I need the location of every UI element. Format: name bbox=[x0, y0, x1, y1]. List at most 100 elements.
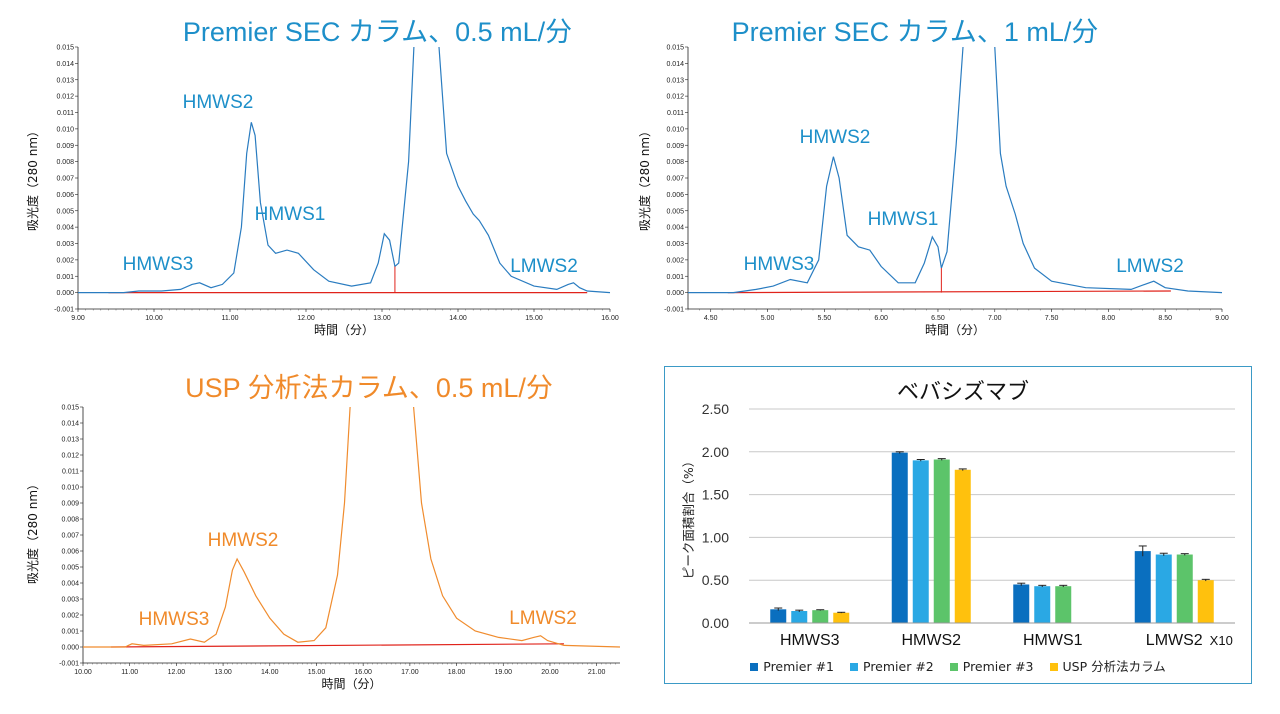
y-tick-label: 0.001 bbox=[666, 274, 684, 281]
chromatogram-premier-0-5: Premier SEC カラム、0.5 mL/分 -0.001 0.000 0.00… bbox=[0, 0, 640, 340]
x-tick-label: 7.00 bbox=[988, 315, 1002, 322]
bar bbox=[791, 611, 808, 623]
y-tick-label: -0.001 bbox=[54, 307, 74, 314]
y-tick-label: 0.007 bbox=[61, 533, 79, 540]
x-tick-label: 7.50 bbox=[1045, 315, 1059, 322]
bar bbox=[1155, 554, 1172, 623]
y-tick-label: 1.00 bbox=[702, 529, 729, 545]
bar bbox=[891, 452, 908, 623]
chromatogram-trace bbox=[78, 46, 415, 294]
x-axis-title: 時間（分） bbox=[314, 323, 374, 337]
legend-label: Premier #1 bbox=[763, 659, 835, 674]
y-tick-label: 0.005 bbox=[61, 565, 79, 572]
chromatogram-trace bbox=[413, 406, 621, 648]
x-tick-label: 12.00 bbox=[168, 669, 186, 676]
y-tick-label: 0.008 bbox=[666, 159, 684, 166]
y-tick-label: 0.009 bbox=[666, 143, 684, 150]
bar-chart-svg: ベバシズマブ 0.00 0.50 1.00 1.50 2.00 2.50 ピーク面積割合（%）… bbox=[681, 380, 1235, 649]
baseline bbox=[111, 643, 564, 648]
y-axis-title: 吸光度（280 nm） bbox=[25, 478, 40, 584]
x-axis-title: 時間（分） bbox=[925, 323, 985, 337]
x-tick-label: 5.00 bbox=[761, 315, 775, 322]
chromatogram-trace bbox=[688, 46, 964, 294]
y-tick-label: 0.009 bbox=[56, 143, 74, 150]
y-tick-label: 2.00 bbox=[702, 444, 729, 460]
y-tick-label: 0.013 bbox=[666, 77, 684, 84]
y-tick-label: 0.004 bbox=[56, 225, 74, 232]
x-tick-label: 13.00 bbox=[214, 669, 232, 676]
y-tick-label: 0.003 bbox=[61, 597, 79, 604]
x-tick-label: 6.50 bbox=[931, 315, 945, 322]
y-tick-label: 0.014 bbox=[56, 61, 74, 68]
x-tick-label: 13.00 bbox=[373, 315, 391, 322]
bar bbox=[770, 609, 787, 623]
x-tick-label: 6.00 bbox=[874, 315, 888, 322]
y-tick-label: 0.000 bbox=[61, 645, 79, 652]
bar-chart-title: ベバシズマブ bbox=[897, 380, 1029, 405]
chart-title: Premier SEC カラム、1 mL/分 bbox=[731, 17, 1099, 47]
y-tick-label: 0.015 bbox=[56, 45, 74, 52]
legend-swatch bbox=[750, 663, 759, 671]
x-tick-label: 21.00 bbox=[588, 669, 606, 676]
y-tick-label: 2.50 bbox=[702, 401, 729, 417]
x-tick-label: 5.50 bbox=[818, 315, 832, 322]
y-tick-label: 0.002 bbox=[666, 257, 684, 264]
y-tick-label: 0.000 bbox=[56, 290, 74, 297]
chromatogram-svg: -0.001 0.000 0.001 0.002 0.003 0.004 0.005 0.00… bbox=[25, 45, 619, 338]
peak-label: HMWS1 bbox=[255, 204, 326, 225]
x-tick-label: 14.00 bbox=[449, 315, 467, 322]
bar bbox=[812, 610, 829, 623]
y-tick-label: 0.004 bbox=[666, 225, 684, 232]
category-label: HMWS2 bbox=[901, 632, 961, 649]
y-tick-label: 0.003 bbox=[56, 241, 74, 248]
legend-item: Premier #3 bbox=[949, 659, 1034, 674]
baseline bbox=[727, 290, 1171, 294]
x-tick-label: 10.00 bbox=[145, 315, 163, 322]
y-tick-label: 0.50 bbox=[702, 572, 729, 588]
peak-label: HMWS2 bbox=[208, 530, 279, 551]
y-tick-label: 0.012 bbox=[61, 453, 79, 460]
x-tick-label: 8.50 bbox=[1158, 315, 1172, 322]
y-tick-label: 0.008 bbox=[61, 517, 79, 524]
x-tick-label: 8.00 bbox=[1102, 315, 1116, 322]
y-tick-label: 0.006 bbox=[61, 549, 79, 556]
x-tick-label: 10.00 bbox=[74, 669, 92, 676]
x-tick-label: 9.00 bbox=[71, 315, 85, 322]
x-tick-label: 12.00 bbox=[297, 315, 315, 322]
chromatogram-svg: -0.001 0.000 0.001 0.002 0.003 0.004 0.005 0.00… bbox=[25, 405, 621, 691]
y-tick-label: 0.012 bbox=[56, 94, 74, 101]
peak-label: HMWS2 bbox=[183, 92, 254, 113]
chromatogram-trace bbox=[994, 46, 1223, 294]
category-label: HMWS3 bbox=[780, 632, 840, 649]
x-tick-label: 17.00 bbox=[401, 669, 419, 676]
y-tick-label: 0.009 bbox=[61, 501, 79, 508]
x-tick-label: 15.00 bbox=[308, 669, 326, 676]
bar bbox=[1013, 584, 1030, 623]
chromatogram-usp-0-5: USP 分析法カラム、0.5 mL/分 -0.001 0.000 0.001 0.00… bbox=[0, 340, 640, 714]
legend-label: Premier #2 bbox=[863, 659, 934, 674]
chromatogram-trace bbox=[438, 46, 611, 294]
y-axis-title: ピーク面積割合（%） bbox=[681, 455, 696, 579]
peak-label: HMWS2 bbox=[800, 127, 871, 148]
y-tick-label: 0.005 bbox=[666, 208, 684, 215]
y-tick-label: 0.008 bbox=[56, 159, 74, 166]
bar bbox=[912, 460, 929, 623]
y-tick-label: 0.011 bbox=[62, 469, 79, 476]
y-tick-label: 0.013 bbox=[61, 437, 79, 444]
y-tick-label: -0.001 bbox=[59, 661, 79, 668]
legend-swatch bbox=[1049, 663, 1058, 671]
y-tick-label: 0.010 bbox=[666, 126, 684, 133]
y-tick-label: 0.002 bbox=[61, 613, 79, 620]
legend-label: Premier #3 bbox=[962, 659, 1034, 674]
legend-item: USP 分析法カラム bbox=[1049, 656, 1166, 675]
y-axis-title: 吸光度（280 nm） bbox=[25, 125, 40, 231]
y-tick-label: 0.011 bbox=[57, 110, 74, 117]
x-tick-label: 18.00 bbox=[448, 669, 466, 676]
y-tick-label: 0.001 bbox=[56, 274, 74, 281]
peak-label: LMWS2 bbox=[510, 256, 578, 277]
y-axis-title: 吸光度（280 nm） bbox=[637, 125, 652, 231]
x-tick-label: 14.00 bbox=[261, 669, 279, 676]
y-tick-label: 0.010 bbox=[61, 485, 79, 492]
category-label: LMWS2 bbox=[1146, 632, 1203, 649]
bar bbox=[1034, 586, 1051, 623]
